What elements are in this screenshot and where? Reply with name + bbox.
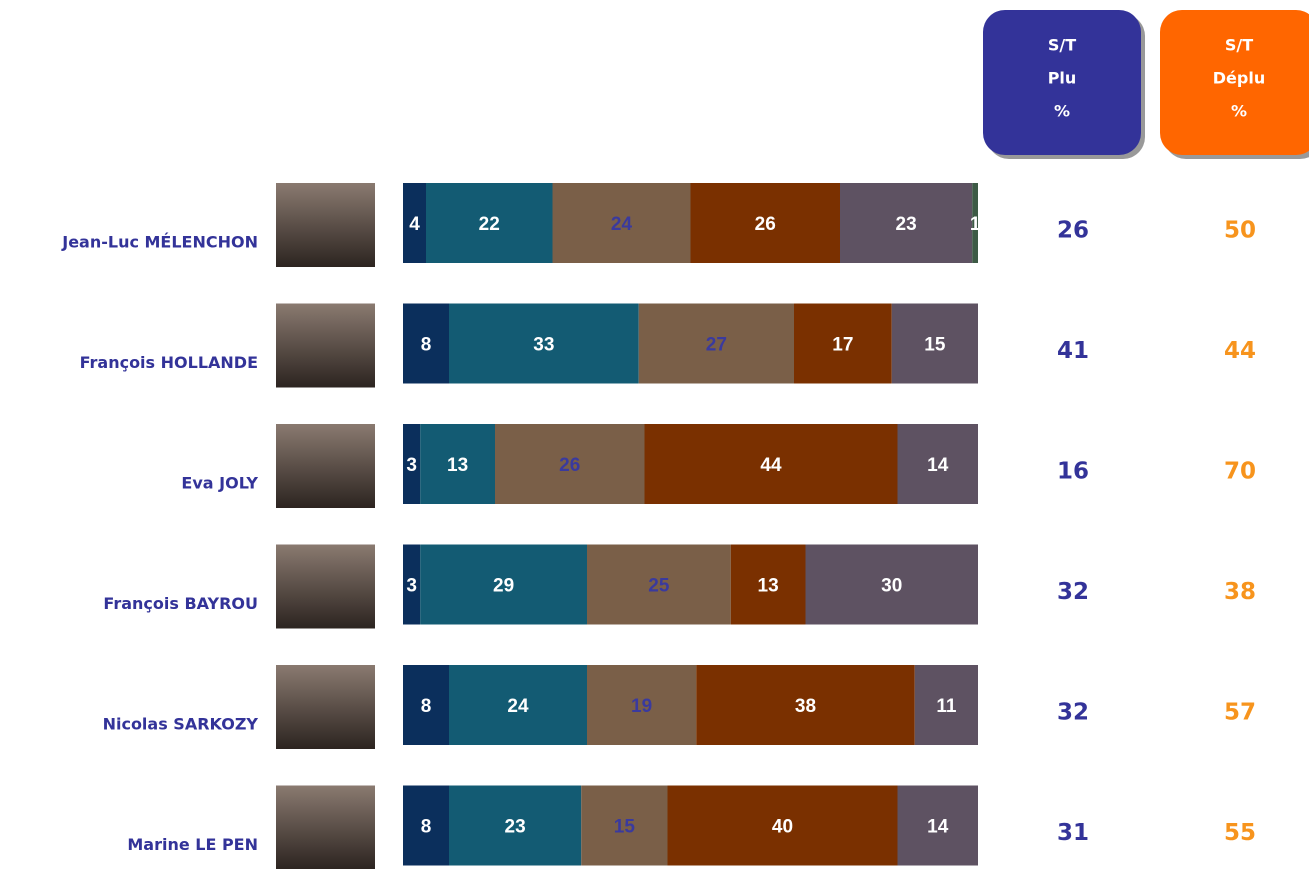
summary-value: 32 bbox=[1057, 579, 1089, 605]
bar-label: 38 bbox=[795, 696, 816, 717]
bar-label: 15 bbox=[924, 335, 946, 356]
summary-value: 16 bbox=[1057, 459, 1089, 485]
candidate-photo bbox=[276, 665, 375, 749]
bar-label: 23 bbox=[896, 214, 917, 235]
summary-value: 44 bbox=[1224, 338, 1256, 364]
column-header: % bbox=[1054, 102, 1070, 121]
candidate-name: François BAYROU bbox=[103, 594, 258, 613]
candidate-photo bbox=[276, 545, 375, 629]
bar-label: 8 bbox=[421, 335, 432, 356]
summary-value: 38 bbox=[1224, 579, 1256, 605]
bar-label: 25 bbox=[648, 576, 670, 597]
bar-label: 40 bbox=[772, 817, 793, 838]
bar-label: 3 bbox=[406, 576, 417, 597]
candidate-photo bbox=[276, 786, 375, 869]
bar-label: 8 bbox=[421, 696, 432, 717]
bar-label: 27 bbox=[706, 335, 727, 356]
candidate-photo bbox=[276, 304, 375, 388]
bar-label: 24 bbox=[507, 696, 529, 717]
chart: Jean-Luc MÉLENCHON 4 22 24 26 23 1 François HOL… bbox=[0, 0, 1309, 869]
bar-label: 29 bbox=[493, 576, 514, 597]
bar-label: 33 bbox=[533, 335, 554, 356]
summary-value: 70 bbox=[1224, 459, 1256, 485]
bar-label: 3 bbox=[406, 455, 417, 476]
summary-value: 41 bbox=[1057, 338, 1089, 364]
summary-value: 55 bbox=[1224, 820, 1256, 846]
bar-label: 17 bbox=[832, 335, 853, 356]
bar-label: 11 bbox=[936, 696, 957, 717]
bar-label: 44 bbox=[760, 455, 782, 476]
candidate-name: Jean-Luc MÉLENCHON bbox=[61, 233, 258, 252]
bar-label: 13 bbox=[758, 576, 779, 597]
column-header: S/T bbox=[1225, 36, 1253, 55]
candidate-name: Nicolas SARKOZY bbox=[103, 715, 259, 734]
bar-label: 4 bbox=[409, 214, 420, 235]
bar-label: 30 bbox=[881, 576, 902, 597]
bar-label: 15 bbox=[614, 817, 636, 838]
candidate-name: Eva JOLY bbox=[181, 474, 258, 493]
bar-label: 19 bbox=[631, 696, 652, 717]
bar-label: 26 bbox=[755, 214, 776, 235]
column-header: S/T bbox=[1048, 36, 1076, 55]
bar-label: 26 bbox=[559, 455, 580, 476]
candidate-photo bbox=[276, 424, 375, 508]
bar-label: 1 bbox=[970, 214, 981, 235]
summary-value: 57 bbox=[1224, 700, 1256, 726]
column-header: Déplu bbox=[1213, 69, 1265, 88]
column-header: Plu bbox=[1048, 69, 1077, 88]
bar-label: 13 bbox=[447, 455, 468, 476]
bar-label: 23 bbox=[505, 817, 526, 838]
summary-value: 26 bbox=[1057, 218, 1089, 244]
bar-label: 22 bbox=[479, 214, 500, 235]
column-header: % bbox=[1231, 102, 1247, 121]
candidate-name: François HOLLANDE bbox=[80, 353, 258, 372]
summary-value: 50 bbox=[1224, 218, 1256, 244]
page: Jean-Luc MÉLENCHON 4 22 24 26 23 1 François HOL… bbox=[0, 0, 1309, 869]
candidate-photo bbox=[276, 183, 375, 267]
bar-label: 14 bbox=[927, 455, 949, 476]
bar-label: 14 bbox=[927, 817, 949, 838]
candidate-name: Marine LE PEN bbox=[127, 835, 258, 854]
bar-label: 8 bbox=[421, 817, 432, 838]
bar-label: 24 bbox=[611, 214, 633, 235]
summary-value: 31 bbox=[1057, 820, 1089, 846]
summary-value: 32 bbox=[1057, 700, 1089, 726]
